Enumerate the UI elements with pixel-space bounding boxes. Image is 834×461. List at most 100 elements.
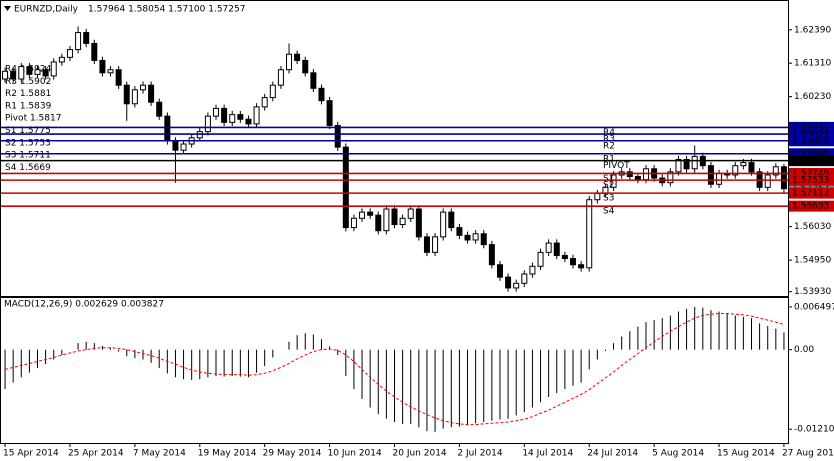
macd-tick-label: 0.006497 [794,302,834,312]
macd-tick-label: 0.00 [794,345,814,355]
time-tick-label: 15 Apr 2014 [3,449,59,459]
candle-body [716,172,723,185]
candle-body [399,217,406,225]
candle-body [764,174,771,188]
candle-body [180,143,187,151]
candle-body [18,66,25,80]
candle-body [277,69,284,86]
level-price-label: 1.58805 [792,136,829,146]
pivot-text: R2 1.5881 [5,89,51,99]
level-price-box [789,200,834,212]
candle-body [253,106,260,125]
time-axis: 15 Apr 2014 25 Apr 2014 7 May 2014 19 May 2… [3,443,834,459]
candle-body [561,254,568,260]
candle-body [772,166,779,176]
candle-body [310,72,317,89]
time-tick-label: 19 May 2014 [198,449,257,459]
price-tick-label: 1.62390 [794,25,831,35]
candle-body [91,42,98,61]
candle-body [123,84,130,105]
level-price-label: 1.57533 [792,176,829,186]
candle-body [488,244,495,266]
candle-body [529,265,536,275]
pivot-level-name: S2 [603,181,614,191]
price-frame [0,0,789,297]
candle-body [139,84,146,91]
level-price-box [789,128,834,140]
candle-body [667,171,674,184]
candle-body [545,242,552,253]
candle-body [204,115,211,133]
candle-body [213,107,220,117]
macd-panel: 0.006497 0.00 -0.012104 [4,302,834,435]
candle-body [383,208,390,232]
candle-body [537,251,544,267]
time-tick-label: 25 Apr 2014 [68,449,124,459]
candle-body [415,208,422,238]
time-tick-label: 2 Jul 2014 [457,449,502,459]
level-price-box [789,135,834,147]
candle-body [707,165,714,185]
level-price-label: 1.56693 [792,202,829,212]
time-tick-label: 27 Aug 2014 [782,449,834,459]
price-panel: 1.62390 1.61310 1.60230 1.56030 1.54950 1.539… [1,25,834,297]
candle-body [269,84,276,99]
level-price-label: 1.59021 [792,130,829,140]
level-price-label: 1.58385 [792,149,829,159]
time-tick-label: 10 Jun 2014 [328,449,382,459]
level-price-box [789,167,834,179]
candle-body [456,227,463,236]
level-price-box [789,155,834,167]
menu-icon[interactable] [4,6,11,11]
candle-body [391,208,398,225]
candle-body [261,97,268,108]
pivot-level-name: R1 [603,154,615,164]
candle-body [58,56,65,63]
price-tick-label: 1.61310 [794,59,831,69]
symbol-title: EURNZD,Daily [14,5,79,15]
candle-body [164,115,171,142]
candle-body [326,100,333,126]
candle-body [245,118,252,125]
candle-body [99,59,106,74]
time-tick-label: 15 Aug 2014 [717,449,775,459]
level-price-label: 1.57749 [792,169,829,179]
candle-body [83,32,90,44]
price-tick-label: 1.54950 [794,256,831,266]
candle-body [107,69,114,74]
price-tick-label: 1.56030 [794,222,831,232]
candle-body [610,174,617,188]
pivot-text: S3 1.5711 [5,151,51,161]
candle-body [367,211,374,216]
candle-body [237,114,244,120]
level-price-label: 1.58163 [792,156,829,166]
level-price-label: 1.59237 [792,123,829,133]
ohlc-readout: 1.57964 1.58054 1.57100 1.57257 [88,5,245,15]
pivot-level-name: S4 [603,207,615,217]
candle-body [2,70,9,80]
candle-body [505,276,512,289]
candle-body [294,53,301,61]
candle-body [432,236,439,253]
time-tick-label: 29 May 2014 [263,449,322,459]
pivot-level-name: S1 [603,174,614,184]
time-tick-label: 20 Jun 2014 [393,449,447,459]
candle-body [318,87,325,102]
macd-frame [0,297,789,444]
level-price-box [789,121,834,133]
candle-body [521,273,528,284]
candle-body [440,211,447,238]
candle-body [342,146,349,229]
time-tick-label: 24 Jul 2014 [587,449,638,459]
candle-body [780,166,787,190]
candle-body [34,69,41,75]
candle-body [156,101,163,117]
pivot-text: R3 1.5902 [5,77,51,87]
pivot-text: S2 1.5753 [5,138,51,148]
candle-body [286,53,293,71]
candle-body [513,282,520,289]
candle-body [634,176,641,181]
candle-body [594,193,601,201]
